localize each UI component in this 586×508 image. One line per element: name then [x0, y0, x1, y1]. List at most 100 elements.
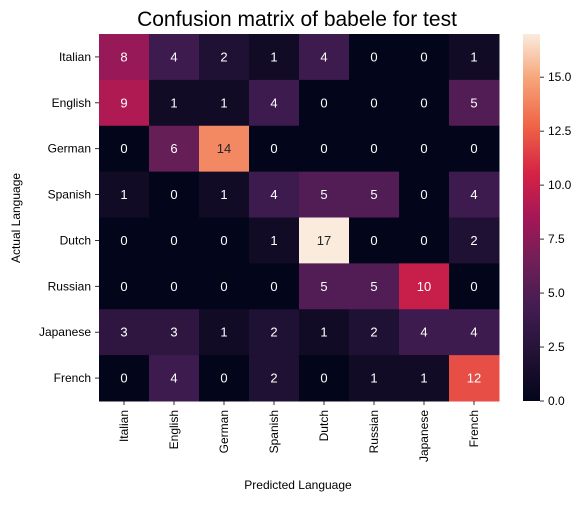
heatmap-cell [99, 263, 150, 310]
heatmap-cell [349, 79, 400, 127]
cell-value-label: 2 [270, 325, 277, 340]
heatmap-cell [199, 217, 250, 264]
x-tick-label: Japanese [417, 410, 431, 462]
y-tick-label: Spanish [48, 188, 91, 202]
cell-value-label: 5 [370, 187, 377, 202]
heatmap-cell [199, 125, 250, 173]
cell-value-label: 1 [220, 325, 227, 340]
heatmap-cell [149, 217, 200, 264]
cell-value-label: 4 [420, 325, 427, 340]
cell-value-label: 0 [320, 95, 327, 110]
heatmap-cell [149, 171, 200, 218]
y-tick-label: French [54, 371, 91, 385]
heatmap-cell [449, 34, 500, 81]
cell-value-label: 5 [470, 95, 477, 110]
cell-value-label: 2 [220, 49, 227, 64]
heatmap-cell [149, 309, 200, 356]
cell-value-label: 1 [170, 95, 177, 110]
cell-value-label: 4 [170, 49, 177, 64]
cell-value-label: 4 [470, 325, 477, 340]
heatmap-cell [349, 217, 400, 264]
heatmap-cell [299, 355, 350, 402]
heatmap-cell [399, 309, 450, 356]
cell-value-label: 1 [320, 325, 327, 340]
heatmap-cell [149, 355, 200, 402]
y-tick-label: Russian [48, 279, 91, 293]
heatmap-cell [349, 263, 400, 310]
colorbar-tick-label: 2.5 [548, 340, 565, 354]
x-tick-label: English [167, 410, 181, 449]
cell-value-label: 0 [370, 49, 377, 64]
heatmap-cell [99, 125, 150, 173]
heatmap-cell [199, 34, 250, 81]
heatmap-cell [349, 125, 400, 173]
cell-value-label: 0 [420, 95, 427, 110]
y-tick-label: English [52, 96, 91, 110]
heatmap-cell [299, 79, 350, 127]
cell-value-label: 12 [467, 371, 481, 386]
heatmap-cell [349, 355, 400, 402]
cell-value-label: 1 [220, 187, 227, 202]
chart-title: Confusion matrix of babele for test [137, 8, 457, 31]
x-tick-label: German [217, 410, 231, 453]
cell-value-label: 2 [270, 371, 277, 386]
heatmap-cell [199, 263, 250, 310]
cell-value-label: 4 [270, 95, 277, 110]
x-tick-label: Dutch [317, 410, 331, 441]
cell-value-label: 2 [370, 325, 377, 340]
heatmap-cell [299, 309, 350, 356]
heatmap-cell [249, 309, 300, 356]
heatmap-cell [249, 171, 300, 218]
y-axis-label: Actual Language [9, 173, 23, 263]
heatmap-cell [99, 217, 150, 264]
cell-value-label: 1 [270, 49, 277, 64]
heatmap-cell [99, 79, 150, 127]
cell-value-label: 1 [270, 233, 277, 248]
colorbar-tick-label: 7.5 [548, 232, 565, 246]
colorbar [523, 34, 540, 401]
cell-value-label: 0 [420, 49, 427, 64]
cell-value-label: 0 [470, 279, 477, 294]
heatmap-cell [449, 263, 500, 310]
heatmap-cell [449, 125, 500, 173]
heatmap-cell [249, 217, 300, 264]
heatmap-cell [449, 171, 500, 218]
heatmap-cell [99, 171, 150, 218]
y-tick-label: German [48, 142, 91, 156]
colorbar-tick-label: 0.0 [548, 394, 565, 408]
cell-value-label: 0 [320, 371, 327, 386]
y-tick-label: Japanese [39, 325, 91, 339]
heatmap-cell [399, 217, 450, 264]
heatmap-cell [99, 309, 150, 356]
cell-value-label: 1 [470, 49, 477, 64]
heatmap-cell [249, 263, 300, 310]
heatmap-cell [199, 79, 250, 127]
cell-value-label: 14 [217, 141, 231, 156]
cell-value-label: 3 [120, 325, 127, 340]
cell-value-label: 0 [170, 279, 177, 294]
cell-value-label: 17 [317, 233, 331, 248]
x-tick-label: Russian [367, 410, 381, 453]
cell-value-label: 0 [170, 233, 177, 248]
heatmap-cell [299, 263, 350, 310]
heatmap-cells [99, 34, 500, 402]
heatmap-cell [249, 125, 300, 173]
x-tick-label: French [467, 410, 481, 447]
cell-labels: 8 4 2 1 4 0 0 19 1 1 4 0 0 0 50 6 14 0 0 0 0 01 0 1 4 5 5 0 40 0 0 1 17 0… [120, 49, 481, 385]
heatmap-cell [299, 217, 350, 264]
x-tick-label: Italian [117, 410, 131, 442]
colorbar-ticks: 0.0 2.5 5.0 7.5 10.0 12.5 15.0 [540, 70, 572, 408]
heatmap-cell [349, 309, 400, 356]
cell-value-label: 0 [120, 371, 127, 386]
heatmap-cell [99, 34, 150, 81]
heatmap-cell [249, 34, 300, 81]
cell-value-label: 0 [270, 141, 277, 156]
cell-value-label: 0 [270, 279, 277, 294]
cell-value-label: 4 [170, 371, 177, 386]
cell-value-label: 0 [120, 279, 127, 294]
cell-value-label: 3 [170, 325, 177, 340]
cell-value-label: 0 [120, 233, 127, 248]
heatmap-cell [399, 34, 450, 81]
heatmap-cell [399, 79, 450, 127]
